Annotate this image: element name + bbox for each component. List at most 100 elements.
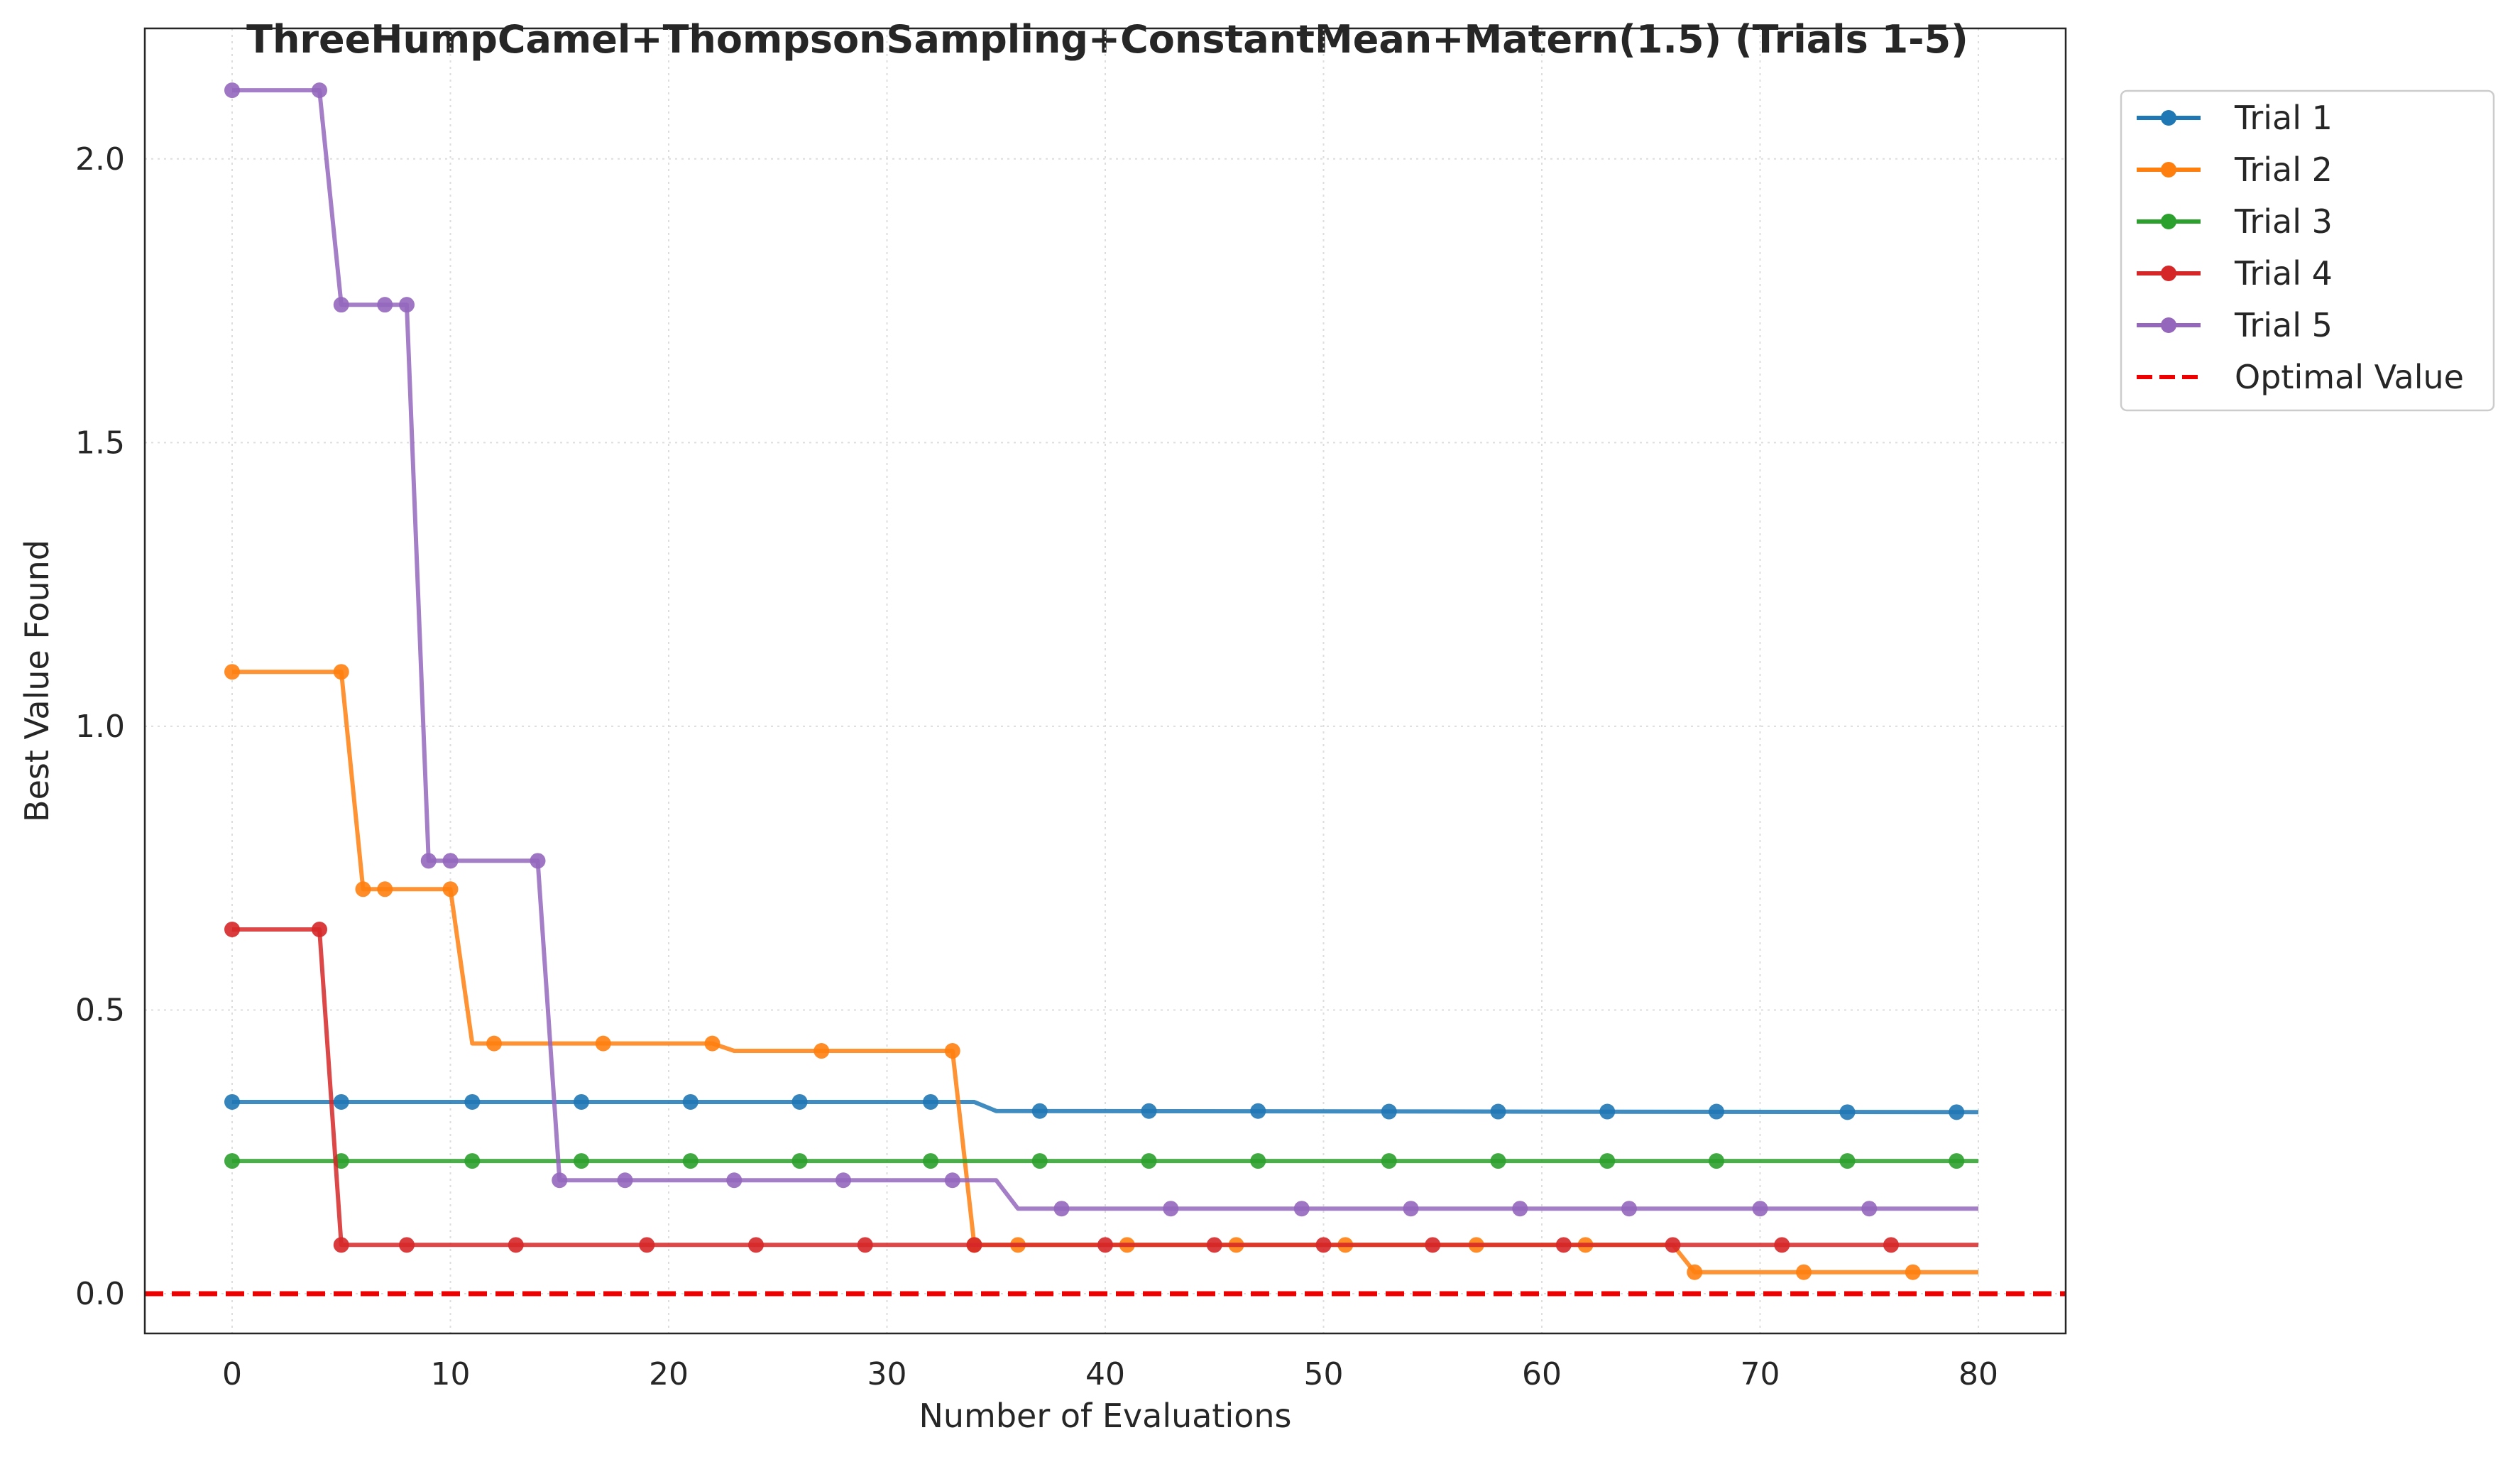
data-point [944, 1043, 960, 1059]
legend-label: Optimal Value [2235, 358, 2464, 396]
y-tick-label: 1.5 [75, 425, 125, 461]
data-point [923, 1093, 938, 1110]
data-point [1599, 1153, 1616, 1169]
data-point [333, 1093, 349, 1110]
data-point [857, 1237, 873, 1253]
data-point [682, 1093, 699, 1110]
legend-marker [2161, 214, 2176, 229]
data-point [1315, 1237, 1332, 1253]
data-point [1839, 1153, 1856, 1169]
legend-label: Trial 5 [2234, 306, 2333, 344]
series-line [232, 927, 1978, 1248]
x-tick-label: 20 [649, 1356, 689, 1392]
data-point [377, 881, 393, 897]
x-tick-label: 60 [1522, 1356, 1562, 1392]
data-point [1141, 1153, 1157, 1169]
x-tick-label: 30 [867, 1356, 907, 1392]
data-point [442, 881, 459, 897]
data-point [224, 1153, 240, 1169]
x-tick-label: 40 [1085, 1356, 1125, 1392]
series-trial-3 [224, 1153, 1978, 1169]
legend-box [2120, 89, 2495, 412]
data-point [464, 1093, 481, 1110]
data-point [1687, 1264, 1703, 1280]
data-point [1709, 1153, 1724, 1169]
data-point [1883, 1237, 1899, 1253]
data-point [1796, 1264, 1812, 1280]
y-tick-label: 2.0 [75, 141, 125, 178]
data-point [442, 853, 459, 869]
y-tick-label: 0.0 [75, 1276, 125, 1312]
data-point [639, 1237, 655, 1253]
data-point [836, 1172, 851, 1189]
data-point [1381, 1103, 1397, 1120]
data-point [552, 1172, 568, 1189]
data-point [1031, 1103, 1048, 1119]
legend-marker [2161, 317, 2176, 333]
data-point [1555, 1237, 1572, 1253]
axis-ticks: 0 10 20 30 40 50 60 70 80 0.0 0.5 1.0 1.5 2.0 [75, 141, 1998, 1392]
legend-marker [2161, 110, 2176, 126]
data-point [530, 853, 546, 869]
data-point [1031, 1153, 1048, 1169]
series-line [232, 1100, 1979, 1115]
data-point [1512, 1201, 1528, 1217]
data-point [966, 1237, 982, 1253]
legend-label: Trial 3 [2234, 202, 2333, 241]
data-point [595, 1035, 611, 1052]
data-point [704, 1035, 721, 1052]
data-point [1381, 1153, 1397, 1169]
legend-entry: Trial 2 [2137, 151, 2333, 189]
legend-marker [2161, 266, 2176, 281]
data-point [399, 1237, 415, 1253]
x-tick-label: 10 [431, 1356, 471, 1392]
data-point [1774, 1237, 1790, 1253]
data-point [617, 1172, 633, 1189]
x-axis-label: Number of Evaluations [919, 1397, 1291, 1435]
data-point [1949, 1153, 1965, 1169]
data-point [1861, 1201, 1878, 1217]
legend-marker [2161, 162, 2176, 178]
data-point [1905, 1264, 1921, 1280]
data-point [1490, 1153, 1506, 1169]
legend: Trial 1 Trial 2 Trial 3 Trial 4 Trial 5 Optim… [2120, 89, 2495, 412]
plot-frame [143, 27, 2067, 1335]
data-point [1425, 1237, 1441, 1253]
data-point [399, 297, 415, 313]
data-point [1403, 1201, 1419, 1217]
data-point [1490, 1103, 1506, 1120]
series-trial-1 [224, 1093, 1979, 1120]
y-axis-label: Best Value Found [18, 540, 56, 822]
data-point [1752, 1201, 1768, 1217]
legend-entry: Trial 1 [2137, 99, 2333, 137]
data-point [312, 82, 327, 99]
data-point [791, 1153, 808, 1169]
series-layer [224, 82, 1979, 1280]
data-point [748, 1237, 764, 1253]
x-tick-label: 70 [1741, 1356, 1780, 1392]
data-point [312, 922, 327, 938]
y-tick-label: 1.0 [75, 709, 125, 745]
data-point [726, 1172, 743, 1189]
data-point [923, 1153, 938, 1169]
data-point [1621, 1201, 1637, 1217]
data-point [682, 1153, 699, 1169]
legend-entry: Trial 3 [2137, 202, 2333, 241]
legend-entry: Optimal Value [2137, 358, 2464, 396]
series-line [232, 88, 1978, 1211]
data-point [1053, 1201, 1070, 1217]
data-point [574, 1153, 589, 1169]
data-point [1250, 1153, 1266, 1169]
legend-label: Trial 2 [2234, 151, 2333, 189]
data-point [224, 1093, 240, 1110]
legend-entry: Trial 4 [2137, 254, 2333, 293]
data-point [1163, 1201, 1179, 1217]
data-point [1206, 1237, 1222, 1253]
data-point [464, 1153, 481, 1169]
data-point [1250, 1103, 1266, 1119]
data-point [791, 1093, 808, 1110]
data-point [333, 664, 349, 680]
data-point [224, 664, 240, 680]
y-tick-label: 0.5 [75, 992, 125, 1028]
